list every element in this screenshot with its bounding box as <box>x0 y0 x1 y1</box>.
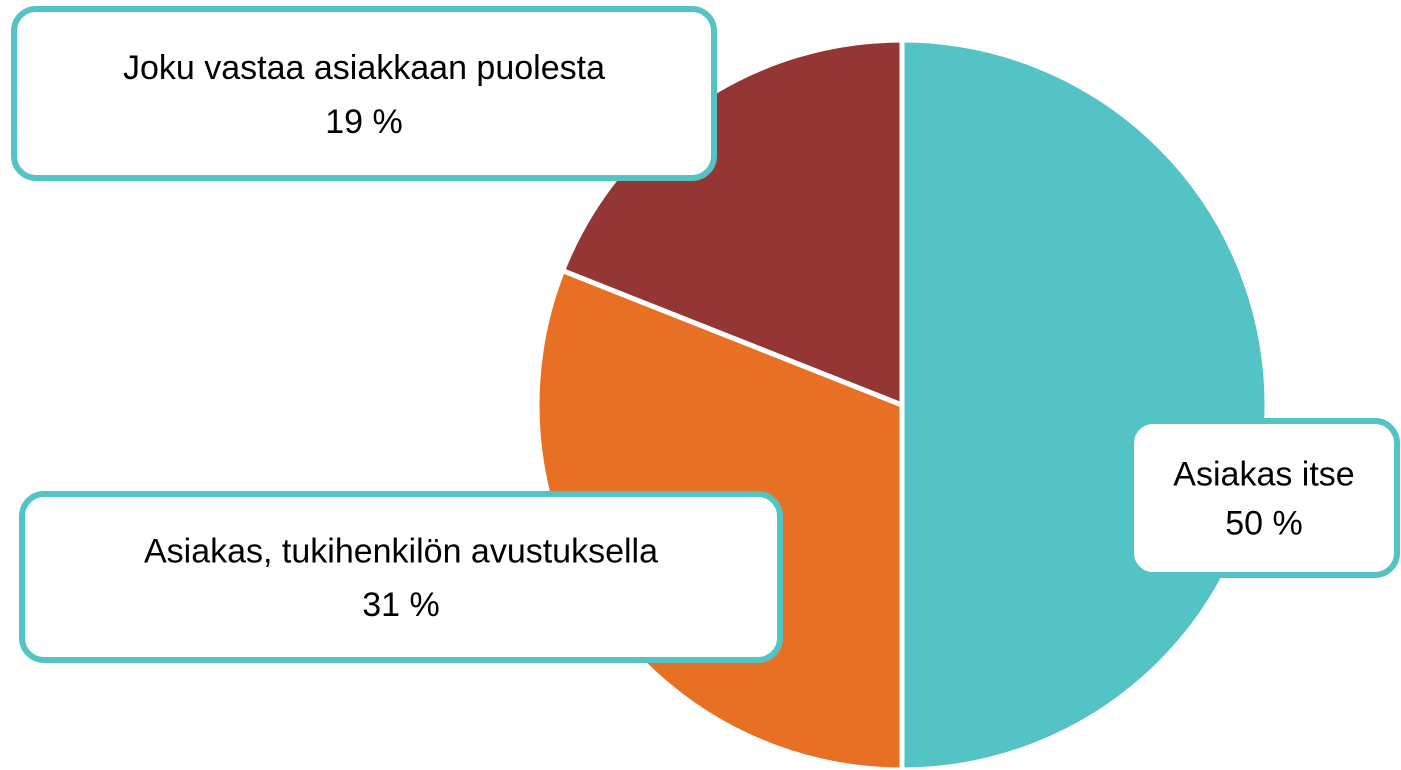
value-label: 31 % <box>362 586 440 624</box>
label-box <box>19 491 783 663</box>
pie-slice <box>899 37 1270 770</box>
category-label: Asiakas itse <box>1173 455 1354 493</box>
value-label: 19 % <box>325 103 403 141</box>
category-label: Asiakas, tukihenkilön avustuksella <box>144 533 658 571</box>
label-box <box>1128 418 1400 578</box>
value-label: 50 % <box>1225 505 1303 543</box>
category-label: Joku vastaa asiakkaan puolesta <box>123 49 605 87</box>
label-box <box>11 6 717 181</box>
